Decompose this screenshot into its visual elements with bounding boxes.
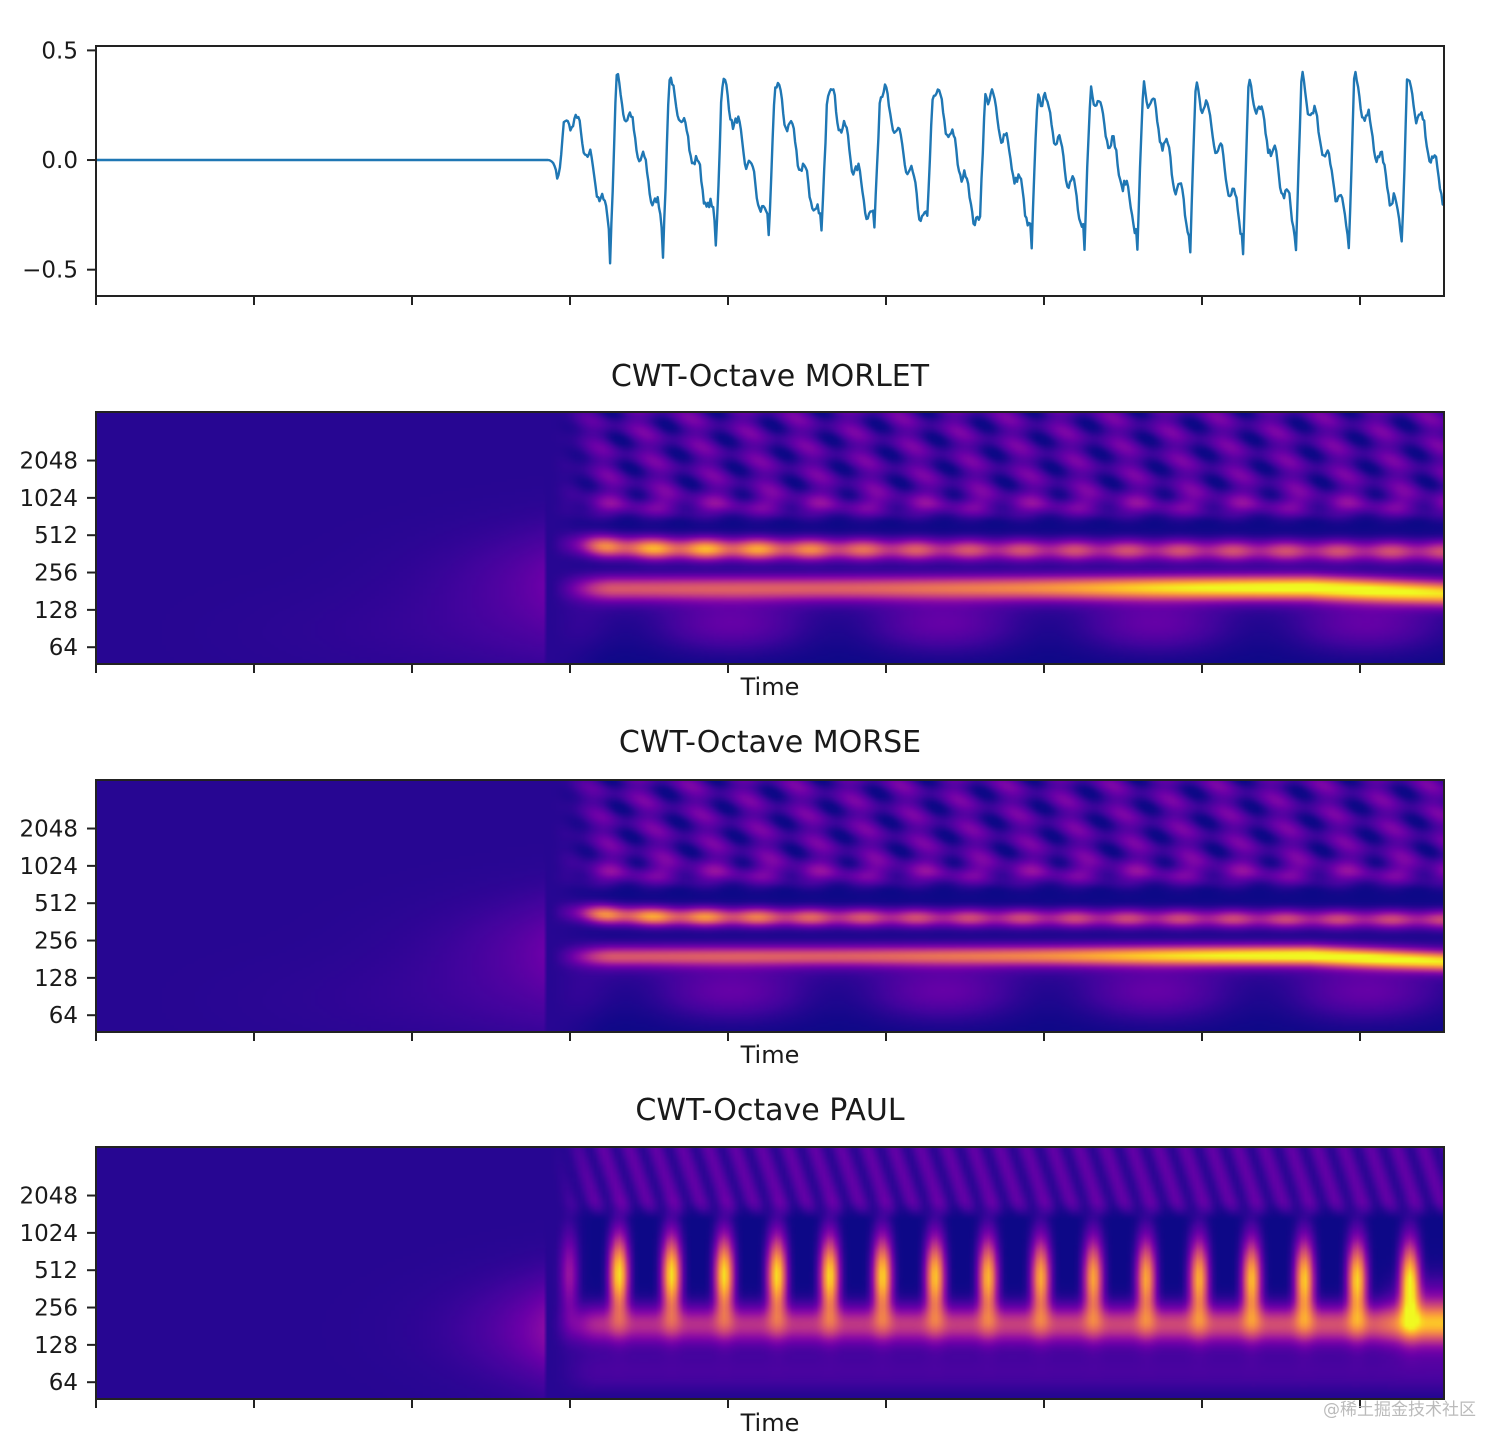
y-tick-label: 0.0	[41, 148, 78, 174]
y-tick-label: 256	[34, 929, 78, 955]
scalogram-panel-2: CWT-Octave MORSE 2048 1024 512 256 128 64 Time	[19, 725, 1445, 1069]
x-axis-label: Time	[740, 1041, 800, 1069]
y-tick-label: 2048	[19, 817, 78, 843]
y-tick-label: 1024	[19, 486, 78, 512]
y-tick-label: 512	[34, 523, 78, 549]
watermark-text: @稀土掘金技术社区	[1323, 1400, 1476, 1420]
y-tick-label: 128	[34, 966, 78, 992]
y-tick-label: 256	[34, 1296, 78, 1322]
y-tick-label: −0.5	[22, 258, 78, 284]
y-tick-label: 512	[34, 891, 78, 917]
y-tick-label: 2048	[19, 1184, 78, 1210]
y-tick-label: 1024	[19, 854, 78, 880]
y-tick-label: 1024	[19, 1221, 78, 1247]
scalogram-image	[96, 412, 1444, 664]
y-tick-label: 256	[34, 561, 78, 587]
x-axis-label: Time	[740, 1409, 800, 1437]
plot-frame	[95, 779, 1445, 1033]
y-tick-label: 2048	[19, 449, 78, 475]
panel-title: CWT-Octave PAUL	[635, 1093, 904, 1128]
scalogram-panel-3: CWT-Octave PAUL 2048 1024 512 256 128 64 Time	[19, 1093, 1445, 1437]
y-tick-label: 512	[34, 1258, 78, 1284]
y-tick-label: 0.5	[41, 38, 78, 64]
signal-line	[96, 70, 1446, 265]
plot-frame	[95, 1146, 1445, 1400]
y-tick-label: 64	[49, 1003, 78, 1029]
panel-title: CWT-Octave MORLET	[611, 359, 930, 394]
plot-frame	[95, 411, 1445, 665]
scalogram-image	[96, 780, 1444, 1032]
plot-frame	[95, 45, 1445, 297]
scalogram-image	[96, 1147, 1444, 1399]
y-tick-label: 128	[34, 1333, 78, 1359]
waveform-panel: 0.5 0.0 −0.5	[22, 38, 1446, 297]
y-tick-label: 128	[34, 598, 78, 624]
y-tick-label: 64	[49, 1370, 78, 1396]
y-tick-label: 64	[49, 635, 78, 661]
scalogram-panel-1: CWT-Octave MORLET 2048 1024 512 256 128 64 Time	[19, 359, 1445, 701]
panel-title: CWT-Octave MORSE	[619, 725, 921, 760]
x-axis-label: Time	[740, 673, 800, 701]
